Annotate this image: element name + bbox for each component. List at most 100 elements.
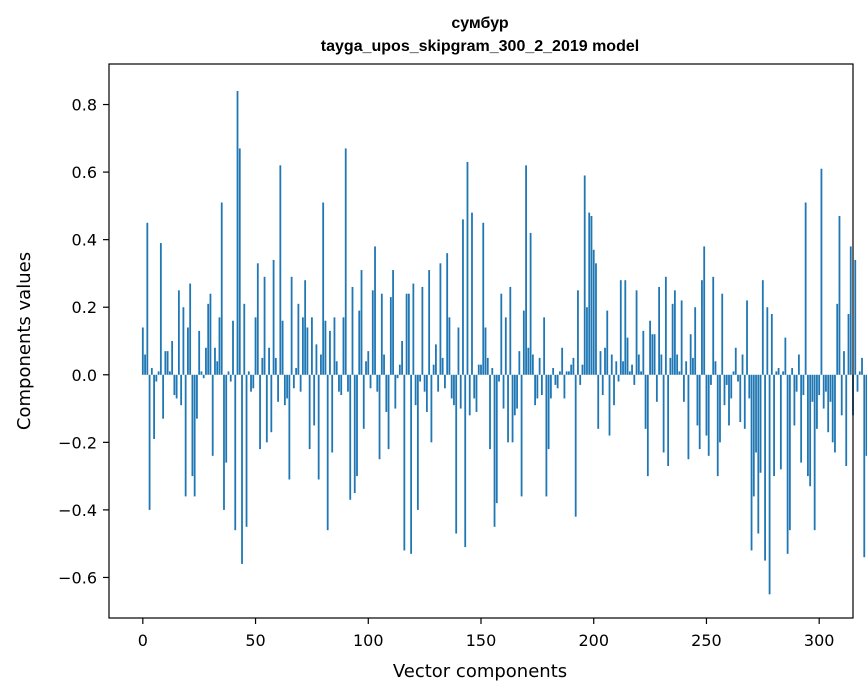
bar bbox=[500, 293, 503, 375]
bar bbox=[811, 374, 814, 402]
bar bbox=[342, 317, 345, 375]
bar bbox=[788, 374, 791, 531]
bar bbox=[525, 165, 527, 375]
bar bbox=[184, 374, 187, 497]
bar bbox=[198, 330, 201, 375]
bar bbox=[549, 374, 552, 399]
bar bbox=[671, 303, 674, 375]
bar bbox=[669, 357, 672, 375]
bar bbox=[725, 374, 728, 385]
bar bbox=[369, 374, 372, 389]
bar bbox=[723, 374, 726, 406]
bar bbox=[543, 317, 546, 375]
bar bbox=[268, 347, 270, 375]
bar bbox=[714, 361, 717, 375]
bar bbox=[649, 320, 651, 375]
bar bbox=[389, 297, 392, 375]
bar bbox=[489, 374, 491, 450]
bar bbox=[331, 374, 334, 453]
x-tick-label: 50 bbox=[245, 631, 265, 650]
bar bbox=[333, 317, 336, 375]
x-tick-label: 200 bbox=[578, 631, 609, 650]
bar bbox=[676, 354, 679, 375]
bar bbox=[712, 276, 715, 375]
bar bbox=[628, 371, 631, 375]
bar bbox=[466, 161, 469, 375]
bar bbox=[807, 374, 809, 477]
bar bbox=[279, 165, 282, 375]
bar bbox=[435, 344, 437, 375]
bar bbox=[757, 374, 760, 534]
bar bbox=[407, 293, 410, 375]
bar bbox=[660, 354, 663, 375]
bar bbox=[272, 259, 275, 375]
bar bbox=[480, 364, 482, 375]
bar bbox=[218, 317, 221, 375]
bar bbox=[752, 374, 755, 497]
bar bbox=[581, 364, 584, 375]
bar bbox=[637, 354, 640, 375]
bar bbox=[153, 374, 155, 439]
bar bbox=[782, 371, 785, 375]
bar bbox=[335, 361, 338, 375]
bar bbox=[256, 263, 259, 375]
bar bbox=[588, 212, 591, 375]
bar bbox=[552, 368, 555, 375]
bar bbox=[241, 374, 243, 564]
bar bbox=[360, 270, 363, 375]
bar bbox=[243, 303, 246, 375]
bar bbox=[439, 263, 442, 375]
bar bbox=[680, 300, 683, 375]
bar bbox=[457, 327, 460, 375]
bar bbox=[225, 374, 228, 463]
bar bbox=[802, 374, 805, 396]
bar bbox=[464, 374, 467, 548]
bar bbox=[146, 222, 149, 375]
bar bbox=[187, 327, 189, 375]
bar bbox=[209, 293, 212, 375]
y-tick-label: 0.8 bbox=[72, 96, 97, 115]
bar bbox=[818, 374, 821, 396]
y-tick-label: 0.6 bbox=[72, 163, 97, 182]
bar bbox=[288, 374, 291, 480]
bar bbox=[651, 334, 654, 375]
bar bbox=[349, 374, 352, 500]
bar bbox=[405, 293, 408, 375]
bar bbox=[831, 374, 834, 443]
x-tick-label: 0 bbox=[138, 631, 148, 650]
bar bbox=[421, 286, 424, 375]
y-tick-label: −0.6 bbox=[58, 568, 97, 587]
bar bbox=[683, 374, 685, 402]
bar bbox=[689, 334, 692, 375]
bar bbox=[351, 286, 354, 375]
bar bbox=[486, 357, 489, 375]
bar bbox=[770, 313, 773, 375]
bar bbox=[281, 320, 284, 375]
bar bbox=[250, 374, 252, 392]
bar bbox=[495, 374, 498, 504]
bar bbox=[743, 374, 746, 429]
bar bbox=[658, 286, 661, 375]
bar bbox=[477, 364, 480, 375]
bar bbox=[223, 374, 225, 510]
bar bbox=[191, 374, 194, 477]
bar bbox=[326, 374, 329, 531]
bar bbox=[604, 347, 606, 375]
bar bbox=[838, 216, 841, 375]
bar bbox=[696, 374, 699, 426]
bar bbox=[687, 374, 690, 460]
bar bbox=[829, 374, 832, 402]
bar bbox=[635, 290, 638, 375]
bar bbox=[441, 357, 444, 375]
bar bbox=[180, 374, 183, 406]
bar bbox=[491, 368, 494, 375]
bar bbox=[750, 374, 753, 551]
bar bbox=[809, 374, 812, 487]
bar bbox=[734, 347, 737, 375]
bar bbox=[410, 374, 413, 554]
plot-area-frame bbox=[108, 63, 854, 619]
bar bbox=[356, 374, 358, 477]
bar bbox=[430, 374, 433, 443]
bar bbox=[168, 371, 171, 375]
bar bbox=[507, 374, 509, 443]
